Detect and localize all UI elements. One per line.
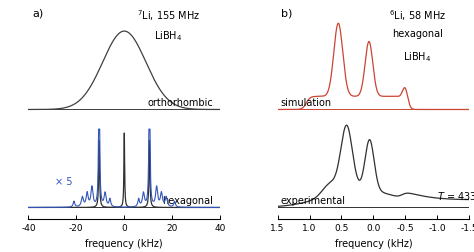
Text: $T$ = 433 K: $T$ = 433 K [438, 190, 474, 202]
Text: experimental: experimental [281, 196, 346, 206]
Text: hexagonal: hexagonal [392, 29, 443, 39]
Text: LiBH$_4$: LiBH$_4$ [403, 50, 432, 64]
Text: $^{7}$Li, 155 MHz: $^{7}$Li, 155 MHz [137, 9, 200, 23]
Text: hexagonal: hexagonal [162, 197, 213, 206]
Text: $^{6}$Li, 58 MHz: $^{6}$Li, 58 MHz [389, 9, 446, 23]
Text: orthorhombic: orthorhombic [147, 99, 213, 109]
X-axis label: frequency (kHz): frequency (kHz) [335, 239, 412, 249]
Text: b): b) [282, 9, 293, 19]
Text: simulation: simulation [281, 98, 332, 108]
Text: a): a) [32, 9, 44, 19]
Text: LiBH$_4$: LiBH$_4$ [154, 29, 182, 43]
X-axis label: frequency (kHz): frequency (kHz) [85, 239, 163, 249]
Text: × 5: × 5 [55, 177, 73, 187]
